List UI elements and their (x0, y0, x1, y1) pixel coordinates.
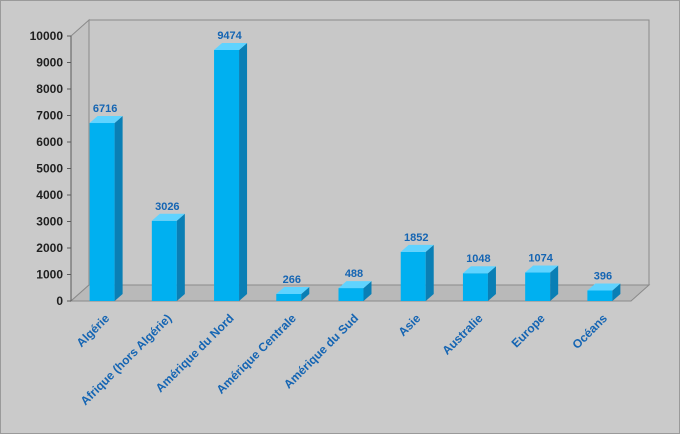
data-label: 266 (283, 274, 301, 286)
bar (400, 244, 434, 301)
y-axis: 0 1000 2000 3000 4000 5000 6000 7000 8000 9000 100… (30, 29, 72, 308)
bar-side (487, 266, 496, 301)
bar-top (214, 42, 248, 50)
bar-front (587, 290, 613, 301)
bar (587, 283, 621, 301)
bar (462, 266, 496, 301)
bar-side (176, 213, 185, 301)
y-tick-label: 0 (56, 294, 63, 308)
y-tick-label: 6000 (36, 135, 63, 149)
bar-front (400, 251, 426, 301)
data-label: 1048 (466, 253, 490, 265)
bar-side (301, 286, 310, 301)
data-label: 1852 (404, 232, 428, 244)
x-tick-label: Asie (396, 311, 424, 339)
x-tick-label: Algérie (74, 311, 113, 350)
bar-side (114, 116, 123, 301)
side-wall (70, 18, 90, 303)
x-tick-label: Océans (569, 311, 610, 352)
x-tick-label: Australie (439, 311, 485, 357)
y-tick-label: 1000 (36, 268, 63, 282)
bar-front (276, 293, 302, 301)
bars: 6716 3026 9474 266 488 1852 1048 1074 396 (89, 30, 621, 302)
y-tick-label: 5000 (36, 162, 63, 176)
bar (214, 42, 248, 302)
bar-side (550, 265, 559, 301)
bar-top (151, 213, 185, 221)
bar-front (151, 220, 177, 301)
bar-front (214, 49, 240, 302)
bar-top (462, 266, 496, 274)
data-label: 1074 (528, 253, 553, 265)
bar (338, 281, 372, 301)
data-label: 3026 (155, 201, 179, 213)
bar-front (525, 272, 551, 301)
bar-front (89, 123, 115, 301)
bar-side (363, 281, 372, 301)
bar-top (338, 281, 372, 289)
bar (276, 286, 310, 301)
bar-side (239, 42, 248, 302)
bar-side (612, 283, 621, 301)
y-tick-label: 2000 (36, 241, 63, 255)
y-tick-label: 10000 (30, 29, 64, 43)
bar-front (338, 288, 364, 301)
x-tick-label: Europe (509, 311, 548, 350)
y-tick-label: 7000 (36, 109, 63, 123)
data-label: 488 (345, 268, 363, 280)
bar-top (276, 286, 310, 294)
y-tick-label: 3000 (36, 215, 63, 229)
data-label: 6716 (93, 103, 117, 115)
y-tick-label: 9000 (36, 56, 63, 70)
data-label: 9474 (217, 30, 242, 42)
bar (89, 116, 123, 301)
data-label: 396 (594, 271, 612, 283)
bar-top (525, 265, 559, 273)
y-tick-label: 4000 (36, 188, 63, 202)
bar-side (425, 244, 434, 301)
bar-top (89, 116, 123, 124)
bar-top (587, 283, 621, 291)
bar-top (400, 244, 434, 252)
y-tick-label: 8000 (36, 82, 63, 96)
bar (525, 265, 559, 301)
bar (151, 213, 185, 301)
bar-front (462, 273, 488, 301)
